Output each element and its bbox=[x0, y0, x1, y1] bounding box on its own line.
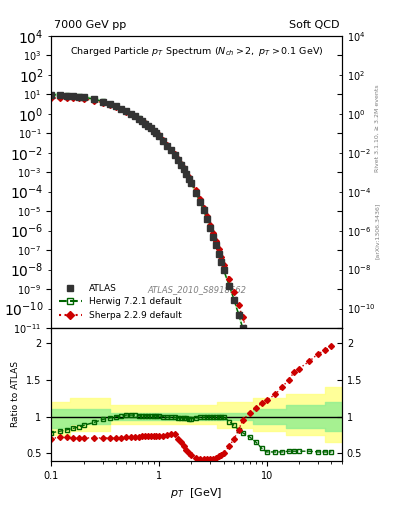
Text: Soft QCD: Soft QCD bbox=[288, 20, 339, 30]
Text: ATLAS_2010_S8918562: ATLAS_2010_S8918562 bbox=[147, 286, 246, 294]
Y-axis label: Ratio to ATLAS: Ratio to ATLAS bbox=[11, 361, 20, 428]
Text: Rivet 3.1.10, ≥ 3.2M events: Rivet 3.1.10, ≥ 3.2M events bbox=[375, 84, 380, 172]
Legend: ATLAS, Herwig 7.2.1 default, Sherpa 2.2.9 default: ATLAS, Herwig 7.2.1 default, Sherpa 2.2.… bbox=[55, 280, 185, 324]
Text: 7000 GeV pp: 7000 GeV pp bbox=[54, 20, 126, 30]
X-axis label: $p_T$  [GeV]: $p_T$ [GeV] bbox=[171, 486, 222, 500]
Text: [arXiv:1306.3436]: [arXiv:1306.3436] bbox=[375, 202, 380, 259]
Text: Charged Particle $p_T$ Spectrum ($N_{ch} > 2,\ p_T > 0.1$ GeV): Charged Particle $p_T$ Spectrum ($N_{ch}… bbox=[70, 45, 323, 58]
